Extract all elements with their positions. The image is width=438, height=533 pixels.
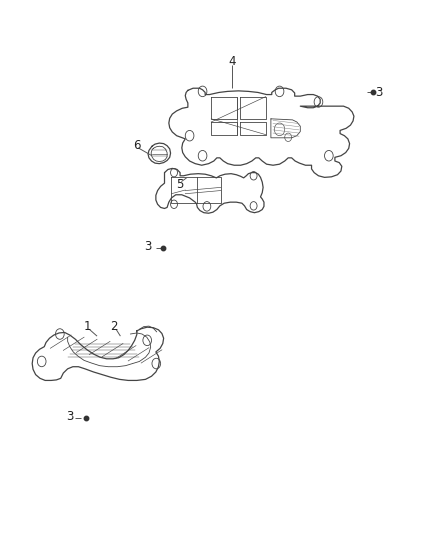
Text: 3: 3 bbox=[66, 410, 74, 423]
Text: 4: 4 bbox=[228, 55, 236, 68]
Text: 6: 6 bbox=[133, 139, 141, 152]
Text: 1: 1 bbox=[83, 320, 91, 333]
Text: 5: 5 bbox=[177, 177, 184, 191]
Text: 2: 2 bbox=[111, 320, 118, 333]
Text: 3: 3 bbox=[375, 86, 383, 99]
Text: 3: 3 bbox=[144, 240, 152, 253]
